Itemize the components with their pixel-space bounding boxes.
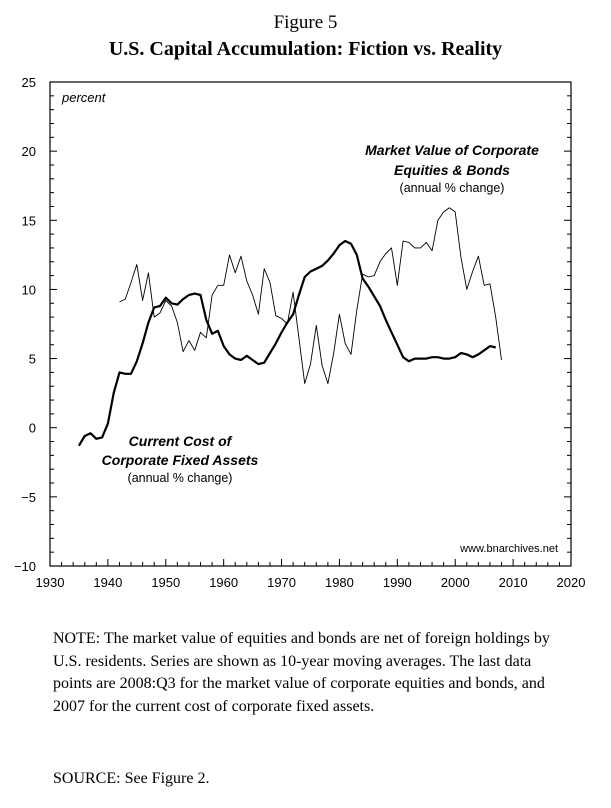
y-tick-label: 25 (22, 75, 36, 90)
annotation-fixed-assets-line1: Current Cost of (129, 433, 233, 449)
annotation-market-value-line1: Market Value of Corporate (365, 142, 539, 158)
plot-frame (49, 81, 572, 567)
figure-title: U.S. Capital Accumulation: Fiction vs. R… (108, 38, 503, 60)
figure-number: Figure 5 (273, 12, 338, 33)
line-chart: 1930 1940 1950 1960 1970 1980 1990 2000 2010 2020… (14, 75, 586, 590)
y-tick-label: 15 (22, 213, 36, 228)
x-tick-label: 1940 (93, 575, 122, 590)
watermark-url: www.bnarchives.net (459, 543, 558, 555)
x-tick-label: 2020 (557, 575, 586, 590)
x-tick-label: 1980 (325, 575, 354, 590)
x-tick-label: 2010 (499, 575, 528, 590)
figure-note: NOTE: The market value of equities and b… (53, 630, 550, 715)
y-tick-label: 20 (22, 144, 36, 159)
annotation-fixed-assets-line2: Corporate Fixed Assets (102, 452, 259, 468)
x-tick-label: 1930 (36, 575, 65, 590)
y-tick-label: −5 (21, 490, 36, 505)
x-tick-label: 1990 (383, 575, 412, 590)
series-market-value-line (119, 207, 502, 384)
annotation-market-value-line2: Equities & Bonds (394, 162, 510, 178)
series-fixed-assets-line (77, 239, 496, 447)
y-tick-label: 5 (29, 352, 36, 367)
axis-ticks: 1930 1940 1950 1960 1970 1980 1990 2000 2010 2020… (14, 75, 586, 590)
x-tick-label: 2000 (441, 575, 470, 590)
x-tick-label: 1960 (209, 575, 238, 590)
annotation-market-value-sublabel: (annual % change) (400, 181, 505, 195)
chart-labels: percent Market Value of Corporate Equities… (61, 90, 558, 555)
y-tick-label: 0 (29, 421, 36, 436)
x-tick-label: 1970 (267, 575, 296, 590)
y-tick-label: 10 (22, 282, 36, 297)
annotation-fixed-assets-sublabel: (annual % change) (128, 471, 233, 485)
series-lines (77, 207, 502, 447)
y-axis-label: percent (61, 90, 107, 105)
figure-source: SOURCE: See Figure 2. (53, 770, 210, 787)
y-tick-label: −10 (14, 559, 36, 574)
x-tick-label: 1950 (151, 575, 180, 590)
